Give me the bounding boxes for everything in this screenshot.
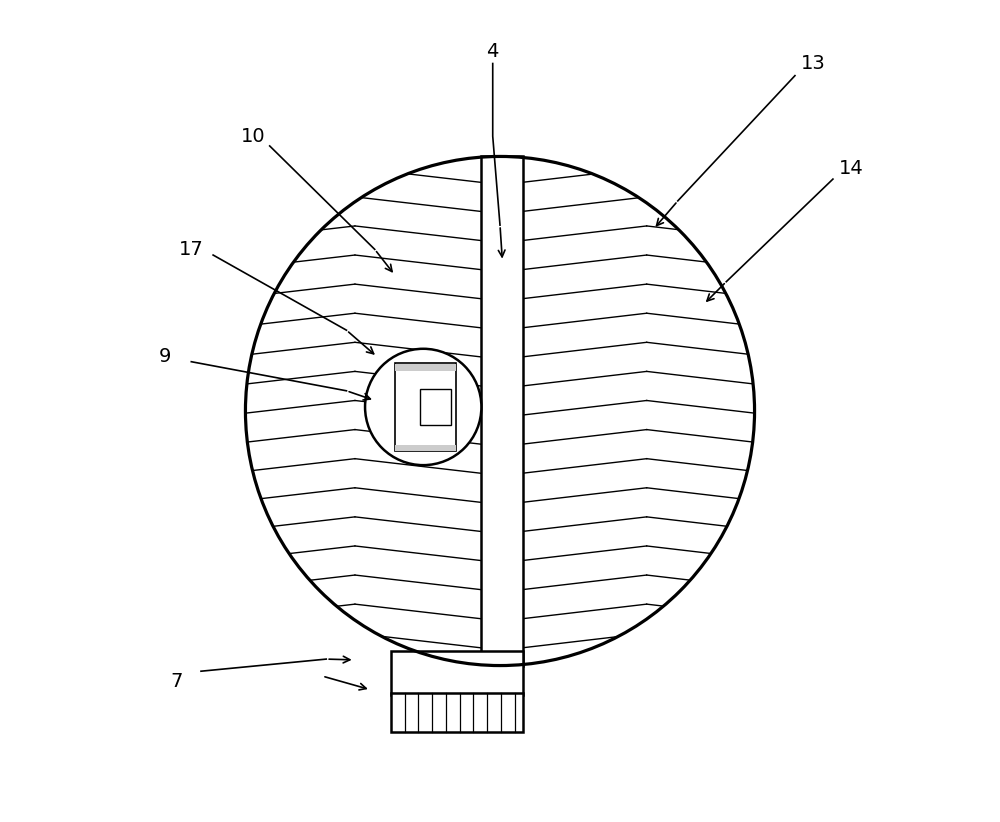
Text: 17: 17 (179, 240, 204, 259)
Text: 4: 4 (487, 42, 499, 61)
Text: 10: 10 (241, 127, 266, 145)
Bar (391, 693, 523, 732)
Bar (481, 156, 523, 666)
Text: 7: 7 (171, 672, 183, 691)
Circle shape (365, 349, 481, 465)
Bar (395, 445, 456, 451)
Bar (420, 389, 451, 425)
Text: 9: 9 (158, 347, 171, 366)
Bar (391, 651, 523, 695)
Text: 13: 13 (801, 54, 826, 73)
Text: 14: 14 (839, 159, 864, 178)
Bar (395, 363, 456, 451)
Bar (395, 364, 456, 371)
